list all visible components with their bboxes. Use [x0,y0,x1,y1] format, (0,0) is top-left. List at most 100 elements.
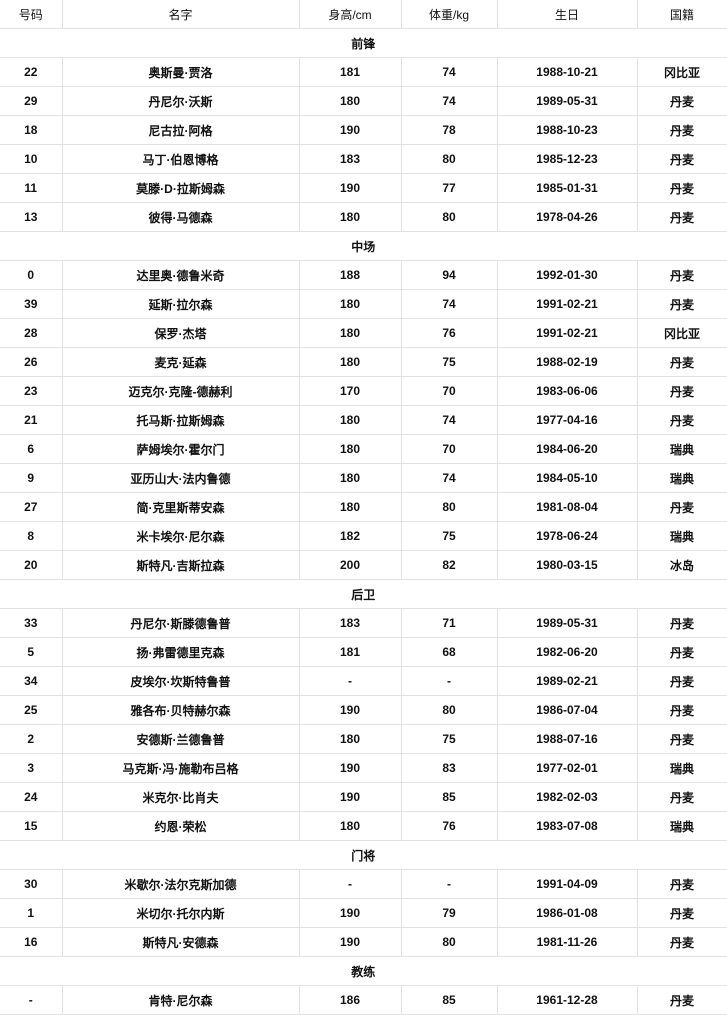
cell-name: 斯特凡·安德森 [61,927,300,957]
cell-height: 181 [298,637,402,667]
cell-birthday: 1981-11-26 [496,927,638,957]
cell-number: 10 [0,144,63,174]
cell-nationality: 瑞典 [636,521,727,551]
cell-nationality: 丹麦 [636,86,727,116]
cell-height: 180 [298,289,402,319]
cell-weight: - [400,666,498,696]
cell-weight: 76 [400,318,498,348]
cell-birthday: 1986-07-04 [496,695,638,725]
header-number: 号码 [0,0,63,29]
cell-height: 180 [298,724,402,754]
cell-number: 25 [0,695,63,725]
cell-name: 达里奥·德鲁米奇 [61,260,300,290]
cell-number: 29 [0,86,63,116]
cell-nationality: 冈比亚 [636,318,727,348]
table-row: 8 米卡埃尔·尼尔森 182 75 1978-06-24 瑞典 [0,521,727,551]
cell-birthday: 1981-08-04 [496,492,638,522]
cell-nationality: 丹麦 [636,869,727,899]
group-row: 教练 [0,956,727,986]
cell-nationality: 冈比亚 [636,57,727,87]
cell-name: 肯特·尼尔森 [61,985,300,1015]
cell-nationality: 丹麦 [636,289,727,319]
table-row: 11 莫滕·D·拉斯姆森 190 77 1985-01-31 丹麦 [0,173,727,203]
cell-birthday: 1961-12-28 [496,985,638,1015]
cell-nationality: 丹麦 [636,202,727,232]
cell-weight: 74 [400,463,498,493]
cell-height: 181 [298,57,402,87]
cell-weight: 74 [400,289,498,319]
cell-birthday: 1977-04-16 [496,405,638,435]
cell-weight: 80 [400,695,498,725]
cell-birthday: 1983-06-06 [496,376,638,406]
group-title: 中场 [0,231,727,261]
table-row: 9 亚历山大·法内鲁德 180 74 1984-05-10 瑞典 [0,463,727,493]
header-birthday: 生日 [496,0,638,29]
cell-birthday: 1984-05-10 [496,463,638,493]
group-title: 门将 [0,840,727,870]
cell-height: 180 [298,318,402,348]
cell-weight: 75 [400,347,498,377]
cell-height: 180 [298,86,402,116]
table-row: 13 彼得·马德森 180 80 1978-04-26 丹麦 [0,202,727,232]
cell-birthday: 1991-02-21 [496,289,638,319]
cell-number: 3 [0,753,63,783]
cell-nationality: 丹麦 [636,492,727,522]
cell-height: 180 [298,347,402,377]
cell-name: 米克尔·比肖夫 [61,782,300,812]
cell-name: 萨姆埃尔·霍尔门 [61,434,300,464]
cell-number: 5 [0,637,63,667]
cell-nationality: 瑞典 [636,463,727,493]
cell-height: 183 [298,608,402,638]
cell-number: 6 [0,434,63,464]
cell-height: 190 [298,695,402,725]
cell-nationality: 丹麦 [636,376,727,406]
cell-weight: 80 [400,927,498,957]
cell-name: 扬·弗雷德里克森 [61,637,300,667]
cell-birthday: 1989-02-21 [496,666,638,696]
cell-nationality: 丹麦 [636,898,727,928]
cell-height: 180 [298,202,402,232]
cell-nationality: 丹麦 [636,637,727,667]
group-row: 后卫 [0,579,727,609]
cell-birthday: 1978-04-26 [496,202,638,232]
cell-name: 米卡埃尔·尼尔森 [61,521,300,551]
table-row: 3 马克斯·冯·施勒布吕格 190 83 1977-02-01 瑞典 [0,753,727,783]
cell-nationality: 瑞典 [636,434,727,464]
table-row: 6 萨姆埃尔·霍尔门 180 70 1984-06-20 瑞典 [0,434,727,464]
cell-number: 15 [0,811,63,841]
cell-birthday: 1991-02-21 [496,318,638,348]
cell-name: 简·克里斯蒂安森 [61,492,300,522]
table-row: 33 丹尼尔·斯滕德鲁普 183 71 1989-05-31 丹麦 [0,608,727,638]
cell-height: 183 [298,144,402,174]
cell-name: 米歇尔·法尔克斯加德 [61,869,300,899]
cell-birthday: 1988-02-19 [496,347,638,377]
cell-weight: 76 [400,811,498,841]
cell-number: 22 [0,57,63,87]
cell-number: 13 [0,202,63,232]
cell-weight: 77 [400,173,498,203]
cell-nationality: 丹麦 [636,608,727,638]
cell-weight: 68 [400,637,498,667]
cell-nationality: 丹麦 [636,724,727,754]
table-row: 2 安德斯·兰德鲁普 180 75 1988-07-16 丹麦 [0,724,727,754]
cell-name: 斯特凡·吉斯拉森 [61,550,300,580]
cell-number: 1 [0,898,63,928]
cell-birthday: 1983-07-08 [496,811,638,841]
cell-name: 保罗·杰塔 [61,318,300,348]
cell-weight: 94 [400,260,498,290]
cell-name: 迈克尔·克隆-德赫利 [61,376,300,406]
cell-nationality: 丹麦 [636,144,727,174]
table-row: 23 迈克尔·克隆-德赫利 170 70 1983-06-06 丹麦 [0,376,727,406]
cell-name: 马丁·伯恩博格 [61,144,300,174]
cell-number: 20 [0,550,63,580]
table-row: 20 斯特凡·吉斯拉森 200 82 1980-03-15 冰岛 [0,550,727,580]
table-row: 26 麦克·延森 180 75 1988-02-19 丹麦 [0,347,727,377]
cell-name: 亚历山大·法内鲁德 [61,463,300,493]
cell-number: 30 [0,869,63,899]
cell-number: 11 [0,173,63,203]
cell-number: 26 [0,347,63,377]
cell-name: 彼得·马德森 [61,202,300,232]
cell-height: 170 [298,376,402,406]
cell-number: 27 [0,492,63,522]
group-row: 门将 [0,840,727,870]
